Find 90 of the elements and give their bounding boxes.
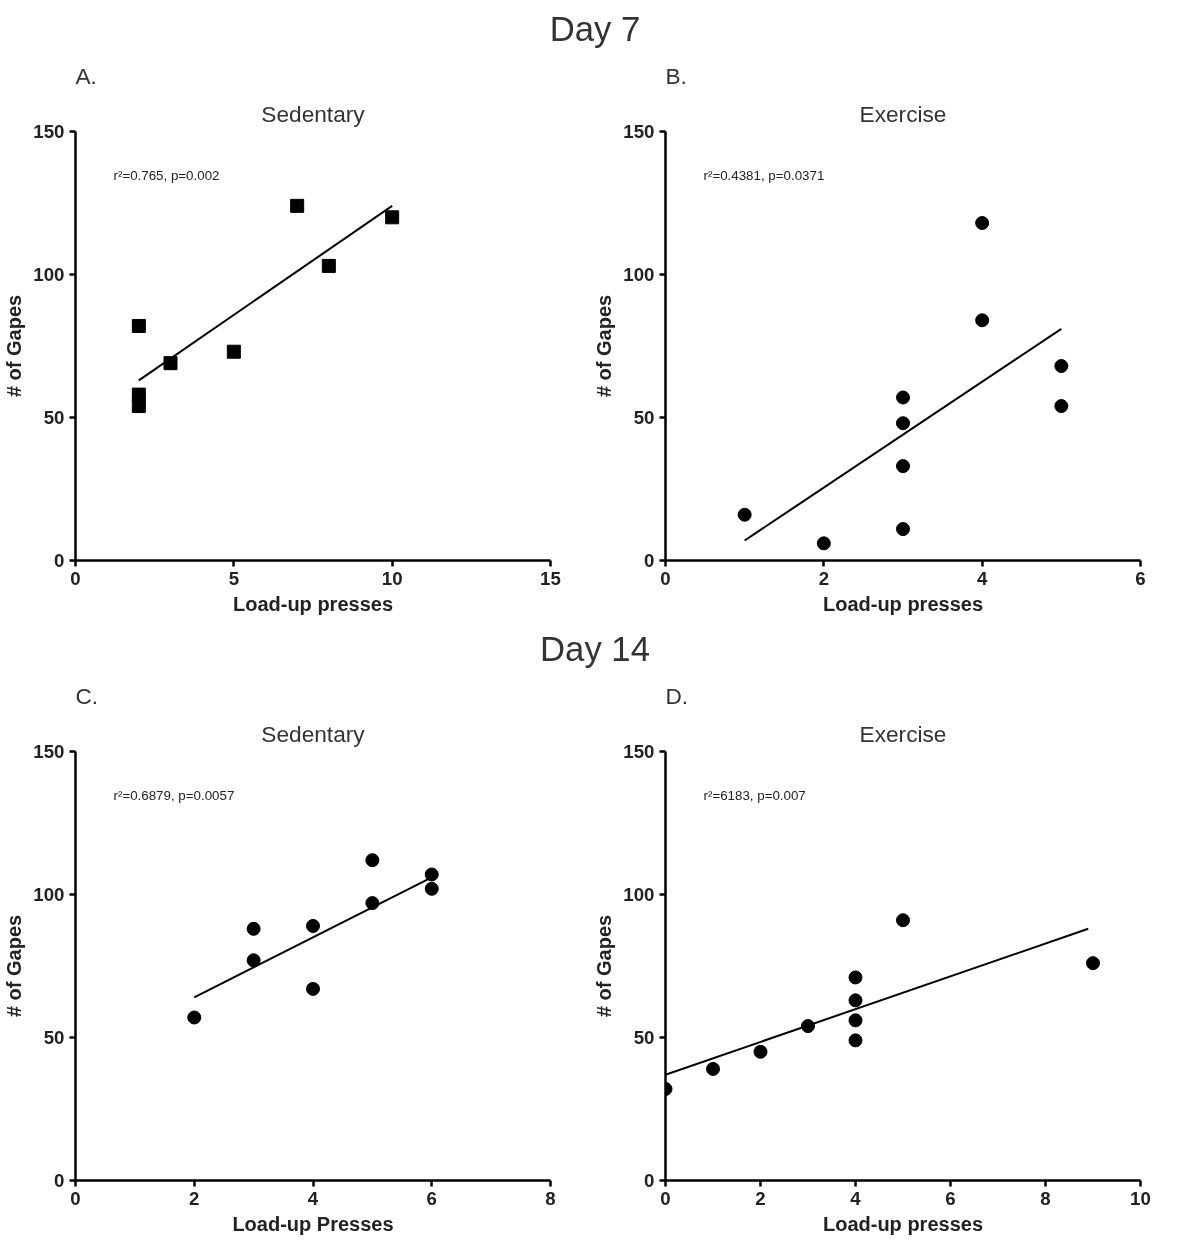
x-tick-label: 10: [381, 567, 403, 589]
chart-title: Sedentary: [261, 720, 366, 747]
point: [706, 1061, 720, 1076]
x-tick-label: 2: [755, 1187, 766, 1209]
point: [896, 522, 910, 537]
y-tick-label: 100: [33, 264, 65, 285]
x-axis-title: Load-up presses: [822, 1212, 984, 1235]
y-tick-label: 150: [623, 741, 655, 762]
y-axis-title: # of Gapes: [3, 294, 26, 398]
annotation: r²=6183, p=0.007: [703, 787, 806, 803]
point: [365, 853, 380, 868]
point: [896, 416, 910, 431]
point: [246, 953, 261, 968]
point: [321, 258, 336, 273]
point: [896, 913, 910, 928]
y-axis-title: # of Gapes: [3, 914, 26, 1018]
point: [896, 390, 910, 405]
point: [975, 313, 990, 328]
x-tick-label: 0: [660, 567, 671, 589]
x-tick-label: 0: [70, 567, 81, 589]
point: [896, 459, 910, 474]
point: [1054, 359, 1069, 374]
x-tick-label: 2: [189, 1187, 200, 1209]
x-tick-label: 4: [976, 567, 988, 589]
y-tick-label: 50: [43, 1027, 65, 1048]
point: [975, 216, 990, 231]
y-tick-label: 50: [43, 407, 65, 428]
x-tick-label: 8: [545, 1187, 556, 1209]
text: A.: [75, 62, 97, 89]
text: Day 7: [549, 9, 641, 50]
x-tick-label: 0: [660, 1187, 671, 1209]
annotation: r²=0.6879, p=0.0057: [113, 787, 235, 803]
point: [187, 1010, 202, 1025]
y-tick-label: 0: [54, 1170, 65, 1191]
point: [306, 918, 320, 933]
chart-title: Exercise: [859, 100, 947, 127]
text: C.: [75, 682, 99, 709]
text: Day 14: [540, 629, 650, 670]
point: [848, 1013, 863, 1028]
point: [290, 198, 305, 213]
point: [816, 536, 831, 551]
y-tick-label: 0: [644, 1170, 655, 1191]
point: [1086, 956, 1100, 971]
point: [131, 318, 146, 333]
point: [848, 993, 863, 1008]
point: [246, 921, 261, 936]
text: B.: [665, 62, 687, 89]
x-tick-label: 6: [1135, 567, 1146, 589]
y-tick-label: 150: [33, 741, 65, 762]
x-tick-label: 6: [945, 1187, 956, 1209]
point: [753, 1044, 768, 1059]
point: [424, 867, 439, 882]
x-axis-title: Load-up presses: [822, 592, 984, 615]
x-tick-label: 2: [818, 567, 830, 589]
x-tick-label: 5: [228, 567, 240, 589]
y-axis-title: # of Gapes: [593, 914, 616, 1018]
x-tick-label: 10: [1130, 1187, 1151, 1209]
annotation: r²=0.765, p=0.002: [113, 167, 220, 183]
y-tick-label: 100: [623, 884, 655, 905]
point: [1054, 399, 1069, 414]
y-tick-label: 100: [623, 264, 655, 285]
point: [848, 1033, 863, 1048]
y-tick-label: 50: [633, 407, 655, 428]
y-axis-title: # of Gapes: [593, 294, 616, 398]
x-tick-label: 8: [1040, 1187, 1051, 1209]
x-axis-title: Load-up Presses: [232, 1212, 394, 1235]
y-tick-label: 0: [644, 550, 655, 571]
point: [226, 344, 241, 359]
annotation: r²=0.4381, p=0.0371: [703, 167, 825, 183]
x-axis-title: Load-up presses: [232, 592, 394, 615]
y-tick-label: 0: [54, 550, 65, 571]
point: [737, 507, 752, 522]
chart-title: Sedentary: [261, 100, 366, 127]
point: [306, 981, 320, 996]
y-tick-label: 50: [633, 1027, 655, 1048]
x-tick-label: 0: [70, 1187, 81, 1209]
y-tick-label: 150: [623, 121, 655, 142]
point: [848, 970, 863, 985]
x-tick-label: 15: [540, 567, 561, 589]
y-tick-label: 150: [33, 121, 65, 142]
x-tick-label: 4: [850, 1187, 862, 1209]
x-tick-label: 6: [426, 1187, 437, 1209]
y-tick-label: 100: [33, 884, 65, 905]
point: [163, 356, 178, 371]
point: [385, 210, 400, 225]
text: D.: [665, 682, 689, 709]
chart-title: Exercise: [859, 720, 947, 747]
point: [131, 399, 146, 414]
point: [424, 881, 439, 896]
x-tick-label: 4: [307, 1187, 319, 1209]
